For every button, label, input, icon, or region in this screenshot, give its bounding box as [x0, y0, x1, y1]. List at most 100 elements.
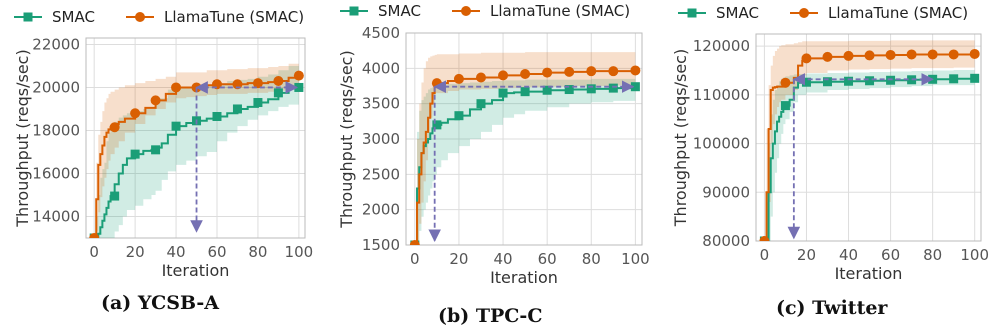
smac-marker	[498, 88, 508, 98]
smac-marker	[253, 98, 263, 108]
x-tick-label: 40	[839, 246, 858, 264]
y-tick-label: 1500	[362, 236, 400, 254]
llamatune-marker	[150, 95, 161, 106]
smac-marker	[232, 104, 242, 114]
chart-panel-0: 0 20 40 60 80 100 14000 16000 18000 20000 22000 Ite…	[13, 8, 313, 280]
smac-marker	[171, 121, 181, 131]
llamatune-marker	[409, 240, 420, 245]
smac-marker	[886, 75, 896, 85]
llamatune-marker	[969, 48, 980, 59]
llamatune-marker	[453, 73, 464, 84]
caption-c: (c) Twitter	[776, 297, 888, 319]
smac-marker	[110, 191, 120, 201]
x-tick-label: 20	[126, 243, 145, 261]
x-tick-label: 20	[449, 250, 468, 268]
y-tick-label: 4000	[362, 59, 400, 77]
llamatune-marker	[475, 72, 486, 83]
llamatune-marker	[293, 70, 304, 81]
legend-llamatune-marker	[461, 6, 471, 16]
x-tick-label: 40	[167, 243, 186, 261]
smac-marker	[130, 149, 140, 159]
plot-area	[409, 52, 641, 245]
y-tick-label: 16000	[32, 164, 80, 182]
x-axis-label: Iteration	[162, 261, 230, 280]
chart-panel-2: 0 20 40 60 80 100 80000 90000 100000 110000 120000…	[671, 4, 989, 283]
llamatune-marker	[520, 68, 531, 79]
legend-llamatune-marker	[799, 8, 809, 18]
y-tick-label: 2000	[362, 201, 400, 219]
smac-marker	[865, 76, 875, 86]
legend-smac-marker	[23, 12, 33, 22]
y-axis-label: Throughput (reqs/sec)	[337, 50, 356, 228]
legend-smac-label: SMAC	[716, 4, 759, 22]
llamatune-marker	[586, 66, 597, 77]
llamatune-marker	[864, 50, 875, 61]
y-tick-label: 100000	[693, 135, 750, 153]
llamatune-marker	[843, 50, 854, 61]
smac-series-line	[764, 77, 976, 241]
llamatune-marker	[630, 65, 641, 76]
x-tick-label: 80	[582, 250, 601, 268]
y-tick-label: 22000	[32, 35, 80, 53]
x-tick-label: 80	[923, 246, 942, 264]
x-tick-label: 100	[285, 243, 314, 261]
x-tick-label: 20	[797, 246, 816, 264]
x-tick-label: 100	[621, 250, 650, 268]
smac-marker	[780, 101, 790, 111]
legend: SMAC LlamaTune (SMAC)	[340, 2, 630, 20]
legend-llamatune-label: LlamaTune (SMAC)	[490, 2, 630, 20]
smac-marker	[151, 145, 161, 155]
y-tick-label: 3000	[362, 130, 400, 148]
legend: SMAC LlamaTune (SMAC)	[678, 4, 968, 22]
x-tick-label: 60	[538, 250, 557, 268]
x-tick-label: 60	[881, 246, 900, 264]
llamatune-marker	[759, 236, 770, 241]
smac-marker	[608, 83, 618, 93]
smac-marker	[294, 82, 304, 92]
y-tick-label: 14000	[32, 207, 80, 225]
llamatune-marker	[89, 233, 100, 238]
llamatune-marker	[608, 66, 619, 77]
x-tick-label: 100	[960, 246, 989, 264]
y-tick-label: 90000	[702, 183, 750, 201]
llamatune-marker	[498, 70, 509, 81]
legend: SMAC LlamaTune (SMAC)	[14, 8, 304, 26]
llamatune-marker	[780, 77, 791, 88]
x-axis-label: Iteration	[490, 268, 558, 287]
y-tick-label: 2500	[362, 165, 400, 183]
smac-marker	[586, 84, 596, 94]
llamatune-marker	[171, 82, 182, 93]
llamatune-marker	[885, 49, 896, 60]
x-tick-label: 80	[248, 243, 267, 261]
smac-marker	[844, 76, 854, 86]
smac-marker	[630, 82, 640, 92]
plot-frame	[405, 32, 643, 246]
x-tick-label: 0	[89, 243, 99, 261]
y-tick-label: 120000	[693, 37, 750, 55]
y-tick-label: 80000	[702, 232, 750, 250]
legend-smac-label: SMAC	[378, 2, 421, 20]
x-tick-label: 0	[760, 246, 770, 264]
caption-b: (b) TPC-C	[438, 305, 543, 327]
smac-marker	[454, 111, 464, 121]
legend-smac-marker	[687, 8, 697, 18]
llamatune-marker	[906, 49, 917, 60]
llamatune-marker	[801, 53, 812, 64]
llamatune-marker	[948, 49, 959, 60]
llamatune-marker	[273, 76, 284, 87]
smac-marker	[476, 99, 486, 109]
chart-panel-1: 0 20 40 60 80 100 1500 2000 2500 3000 3500 4000 4500…	[337, 2, 650, 287]
legend-smac-label: SMAC	[52, 8, 95, 26]
smac-marker	[949, 74, 959, 84]
llamatune-confidence-band	[94, 61, 299, 238]
y-tick-label: 20000	[32, 78, 80, 96]
y-axis-label: Throughput (reqs/sec)	[13, 49, 32, 227]
llamatune-marker	[564, 66, 575, 77]
y-tick-label: 3500	[362, 95, 400, 113]
y-tick-label: 4500	[362, 24, 400, 42]
llamatune-marker	[109, 122, 120, 133]
caption-a: (a) YCSB-A	[101, 292, 220, 314]
y-tick-label: 18000	[32, 121, 80, 139]
llamatune-marker	[822, 51, 833, 62]
